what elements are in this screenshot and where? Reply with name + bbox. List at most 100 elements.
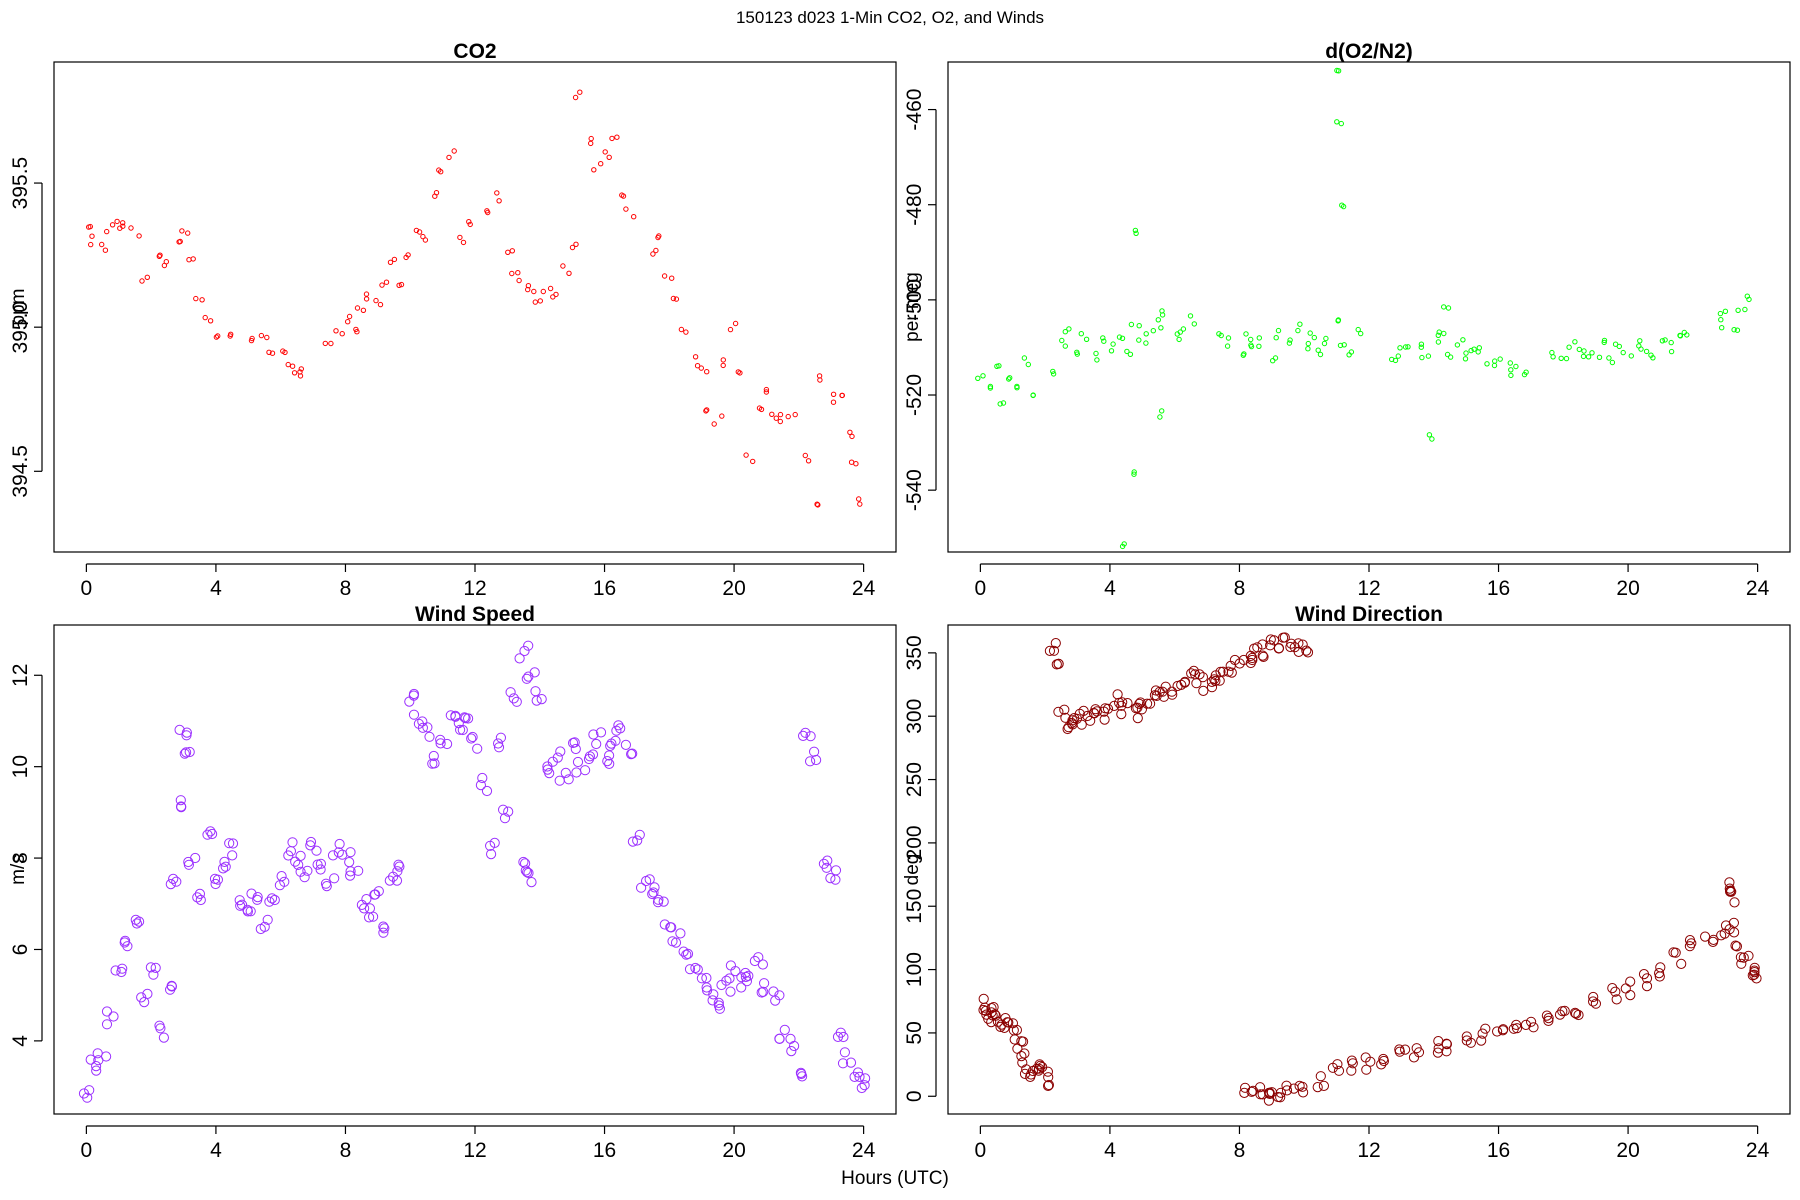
data-point <box>713 997 724 1009</box>
data-point <box>234 895 245 906</box>
data-point <box>117 963 128 974</box>
data-point <box>1441 1046 1452 1057</box>
data-point <box>1257 650 1268 661</box>
data-point <box>1585 354 1592 360</box>
data-point <box>769 411 775 417</box>
data-point <box>602 149 608 155</box>
data-point <box>1323 335 1329 342</box>
data-point <box>1059 704 1070 715</box>
data-point <box>530 686 541 697</box>
data-point <box>591 167 597 173</box>
data-point <box>1576 346 1583 353</box>
data-point <box>786 1046 797 1057</box>
x-tick-label: 24 <box>852 577 876 600</box>
data-point <box>753 952 764 963</box>
data-point <box>1016 1036 1027 1047</box>
data-point <box>854 1071 865 1083</box>
data-point <box>1433 1043 1444 1054</box>
x-tick-label: 8 <box>340 577 352 600</box>
data-point <box>227 333 233 339</box>
data-point <box>1588 991 1599 1003</box>
data-point <box>334 838 345 850</box>
data-point <box>659 919 670 930</box>
data-point <box>190 256 196 262</box>
data-point <box>298 366 304 372</box>
data-point <box>652 897 664 908</box>
data-point <box>611 725 622 736</box>
data-point <box>1332 1059 1343 1070</box>
data-point <box>986 1003 997 1014</box>
data-point <box>424 731 435 742</box>
data-point <box>849 433 855 440</box>
data-point <box>732 320 739 327</box>
data-point <box>815 502 821 508</box>
data-point <box>1043 1072 1054 1083</box>
data-point <box>391 256 398 263</box>
data-point <box>1110 341 1116 347</box>
data-point <box>522 867 533 878</box>
data-point <box>569 737 580 748</box>
data-point <box>1099 714 1110 725</box>
data-point <box>818 858 830 869</box>
data-point <box>1436 329 1442 335</box>
data-point <box>825 873 836 884</box>
data-point <box>87 223 94 230</box>
data-point <box>1638 969 1650 980</box>
data-point <box>1413 1047 1425 1058</box>
data-point <box>805 731 816 742</box>
data-point <box>1571 1008 1582 1019</box>
data-point <box>361 894 372 905</box>
data-point <box>289 363 296 369</box>
data-point <box>302 865 313 876</box>
data-point <box>1014 385 1020 391</box>
data-point <box>540 288 546 295</box>
data-point <box>792 411 798 418</box>
data-point <box>1293 638 1304 649</box>
data-point <box>1402 344 1409 350</box>
data-point <box>571 767 582 778</box>
data-point <box>669 275 675 281</box>
data-point <box>1570 1007 1581 1019</box>
data-point <box>158 1032 169 1043</box>
y-tick-label: 250 <box>903 762 926 797</box>
data-point <box>1389 356 1395 363</box>
data-point <box>264 896 275 907</box>
data-point <box>1062 329 1069 335</box>
data-point <box>1132 227 1139 234</box>
data-point <box>1025 361 1032 368</box>
data-point <box>1159 312 1166 318</box>
data-point <box>248 337 255 344</box>
data-point <box>1338 120 1345 127</box>
data-point <box>1307 330 1313 336</box>
data-point <box>353 865 364 876</box>
data-point <box>1243 331 1249 337</box>
data-point <box>1676 958 1687 970</box>
data-point <box>1719 325 1725 331</box>
points-wind-direction <box>978 632 1762 1106</box>
data-point <box>996 1019 1007 1030</box>
data-point <box>345 319 351 325</box>
data-point <box>466 219 472 225</box>
panel-title: Wind Direction <box>1295 603 1443 626</box>
data-point <box>179 748 190 759</box>
data-point <box>1588 996 1599 1007</box>
y-tick-label: 394.5 <box>9 445 32 498</box>
data-point <box>404 696 415 707</box>
data-point <box>139 278 145 284</box>
data-point <box>120 220 126 226</box>
x-tick-label: 24 <box>1746 1139 1770 1162</box>
data-point <box>1134 698 1145 710</box>
data-point <box>1076 719 1087 730</box>
data-point <box>493 742 505 753</box>
data-point <box>1681 329 1688 336</box>
data-point <box>1011 1024 1023 1036</box>
data-point <box>1246 1086 1257 1097</box>
data-point <box>1270 358 1276 364</box>
data-point <box>1513 363 1519 370</box>
x-tick-label: 12 <box>1357 577 1380 600</box>
data-point <box>569 244 576 251</box>
data-point <box>1395 353 1402 359</box>
data-point <box>572 94 579 101</box>
data-point <box>1717 310 1724 317</box>
data-point <box>577 89 583 95</box>
